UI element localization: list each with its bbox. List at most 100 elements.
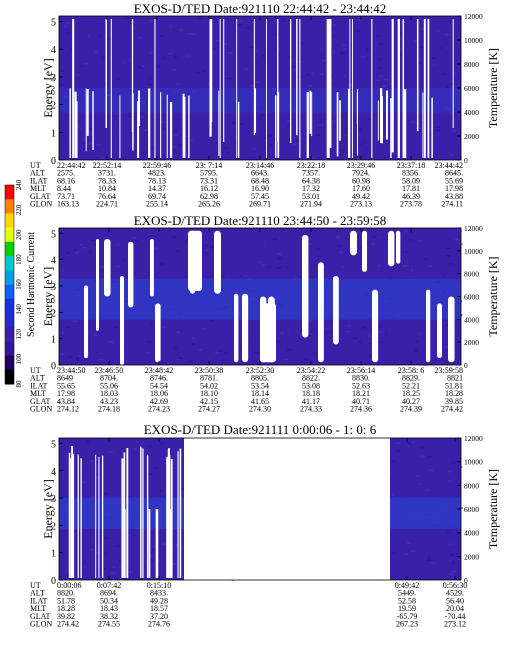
data-gap xyxy=(69,88,71,158)
orbit-row-value: 60.98 xyxy=(352,176,370,185)
orbit-row-value: 18.06 xyxy=(150,389,168,398)
y2-tick-label: 6000 xyxy=(464,293,479,302)
data-gap xyxy=(398,89,400,158)
orbit-row-value: 0:15:10 xyxy=(147,581,171,590)
data-gap xyxy=(98,456,100,578)
orbit-row-value: 64.38 xyxy=(302,176,320,185)
y2-tick-label: 10000 xyxy=(464,36,483,45)
colorbar-tick-label: 80 xyxy=(15,380,23,388)
y2-tick-label: 4000 xyxy=(464,108,479,117)
colorbar-segment xyxy=(5,241,14,257)
orbit-row-value: 52.63 xyxy=(352,381,370,390)
data-gap xyxy=(302,234,309,338)
orbit-row-value: 22:52:14 xyxy=(93,161,121,170)
orbit-row-label: ILAT xyxy=(30,381,47,390)
colorbar-segment xyxy=(5,199,14,214)
orbit-row-value: 18.10 xyxy=(200,389,218,398)
colorbar: 240 220 200 180 160 140 120 100 80 Second Harmoni… xyxy=(4,179,37,388)
colorbar-tick-label: 220 xyxy=(15,204,23,215)
orbit-row-value: 17.98 xyxy=(57,389,75,398)
orbit-row-value: 69.74 xyxy=(148,192,166,201)
y-tick-label: 3 xyxy=(51,494,56,505)
data-gap xyxy=(157,509,159,578)
orbit-row-value: 23:44:50 xyxy=(57,366,85,375)
orbit-row-value: 273.13 xyxy=(350,200,372,209)
orbit-row-label: ALT xyxy=(30,589,45,598)
y2-tick-label: 2000 xyxy=(464,552,479,561)
data-gap xyxy=(437,303,443,359)
orbit-row-value: 267.23 xyxy=(396,620,418,629)
colorbar-segment xyxy=(5,298,14,314)
data-gap xyxy=(132,93,134,151)
data-gap xyxy=(177,451,179,578)
orbit-row-value: 23:46:50 xyxy=(95,366,123,375)
orbit-row-value: 7924. xyxy=(352,169,370,178)
data-gap xyxy=(96,238,100,331)
data-gap xyxy=(148,509,151,578)
data-gap xyxy=(391,19,394,153)
data-gap xyxy=(170,458,173,578)
y2-tick-label: 10000 xyxy=(464,247,483,256)
orbit-row-value: 16.12 xyxy=(200,184,218,193)
orbit-row-value: 7357. xyxy=(302,169,320,178)
data-gap xyxy=(347,88,350,158)
colorbar-segment xyxy=(5,213,14,229)
orbit-row-value: 38.32 xyxy=(100,612,118,621)
y-tick-label: 0 xyxy=(51,156,56,167)
data-gap xyxy=(137,101,140,158)
orbit-row-value: 18.03 xyxy=(100,389,118,398)
colorbar-tick-label: 120 xyxy=(15,329,23,340)
orbit-row-value: 18.28 xyxy=(57,604,75,613)
data-gap xyxy=(396,230,401,264)
orbit-row-label: GLON xyxy=(30,200,52,209)
y2-tick-label: 2000 xyxy=(464,338,479,347)
y2-tick-label: 0 xyxy=(464,156,468,165)
orbit-row-value: 51.81 xyxy=(445,381,463,390)
orbit-row-value: 17.60 xyxy=(352,184,370,193)
orbit-row-value: 18.43 xyxy=(100,604,118,613)
data-gap xyxy=(188,230,202,292)
orbit-row-value: 8821 xyxy=(447,374,463,383)
orbit-row-label: GLAT xyxy=(30,612,51,621)
orbit-row-value: 8645. xyxy=(445,169,463,178)
data-gap xyxy=(110,19,112,158)
data-gap xyxy=(95,454,97,578)
orbit-row-label: ILAT xyxy=(30,596,47,605)
data-gap xyxy=(326,19,329,158)
orbit-row-label: MLT xyxy=(30,604,46,613)
data-gap xyxy=(372,289,379,363)
orbit-row-value: 274.39 xyxy=(400,405,422,414)
orbit-row-value: 78.13 xyxy=(148,176,166,185)
orbit-row-value: 20.04 xyxy=(446,604,464,613)
orbit-row-value: 68.16 xyxy=(57,176,75,185)
orbit-row-label: MLT xyxy=(30,389,46,398)
colorbar-segment xyxy=(5,256,14,271)
orbit-row-value: 23:52:30 xyxy=(246,366,274,375)
orbit-row-value: 271.94 xyxy=(300,200,322,209)
orbit-row-value: 53.01 xyxy=(302,192,320,201)
orbit-row-value: 273.12 xyxy=(444,620,466,629)
spectrogram xyxy=(59,228,463,366)
orbit-row-label: UT xyxy=(30,161,41,170)
y-axis-label: Energy [eV] xyxy=(41,267,55,326)
y-tick-label: 5 xyxy=(51,439,56,450)
y-tick-label: 2 xyxy=(51,521,56,532)
y2-tick-label: 0 xyxy=(464,361,468,370)
y-axis-label: Energy [eV] xyxy=(41,479,55,538)
data-gap xyxy=(77,454,79,578)
data-gap xyxy=(119,95,121,158)
spectrogram xyxy=(59,438,464,581)
data-gap xyxy=(350,230,357,256)
data-gap xyxy=(223,19,225,143)
orbit-row-value: 23:37:18 xyxy=(397,161,425,170)
orbit-row-value: 42.69 xyxy=(150,397,168,406)
orbit-row-label: GLAT xyxy=(30,192,51,201)
data-gap xyxy=(349,19,351,158)
data-gap xyxy=(209,19,212,137)
no-data-region xyxy=(184,438,390,580)
data-gap xyxy=(155,303,161,363)
y-tick-label: 5 xyxy=(51,229,56,240)
orbit-row-value: 5795. xyxy=(200,169,218,178)
y2-axis-label: Temperature [K] xyxy=(486,48,500,128)
orbit-row-label: GLON xyxy=(30,405,52,414)
